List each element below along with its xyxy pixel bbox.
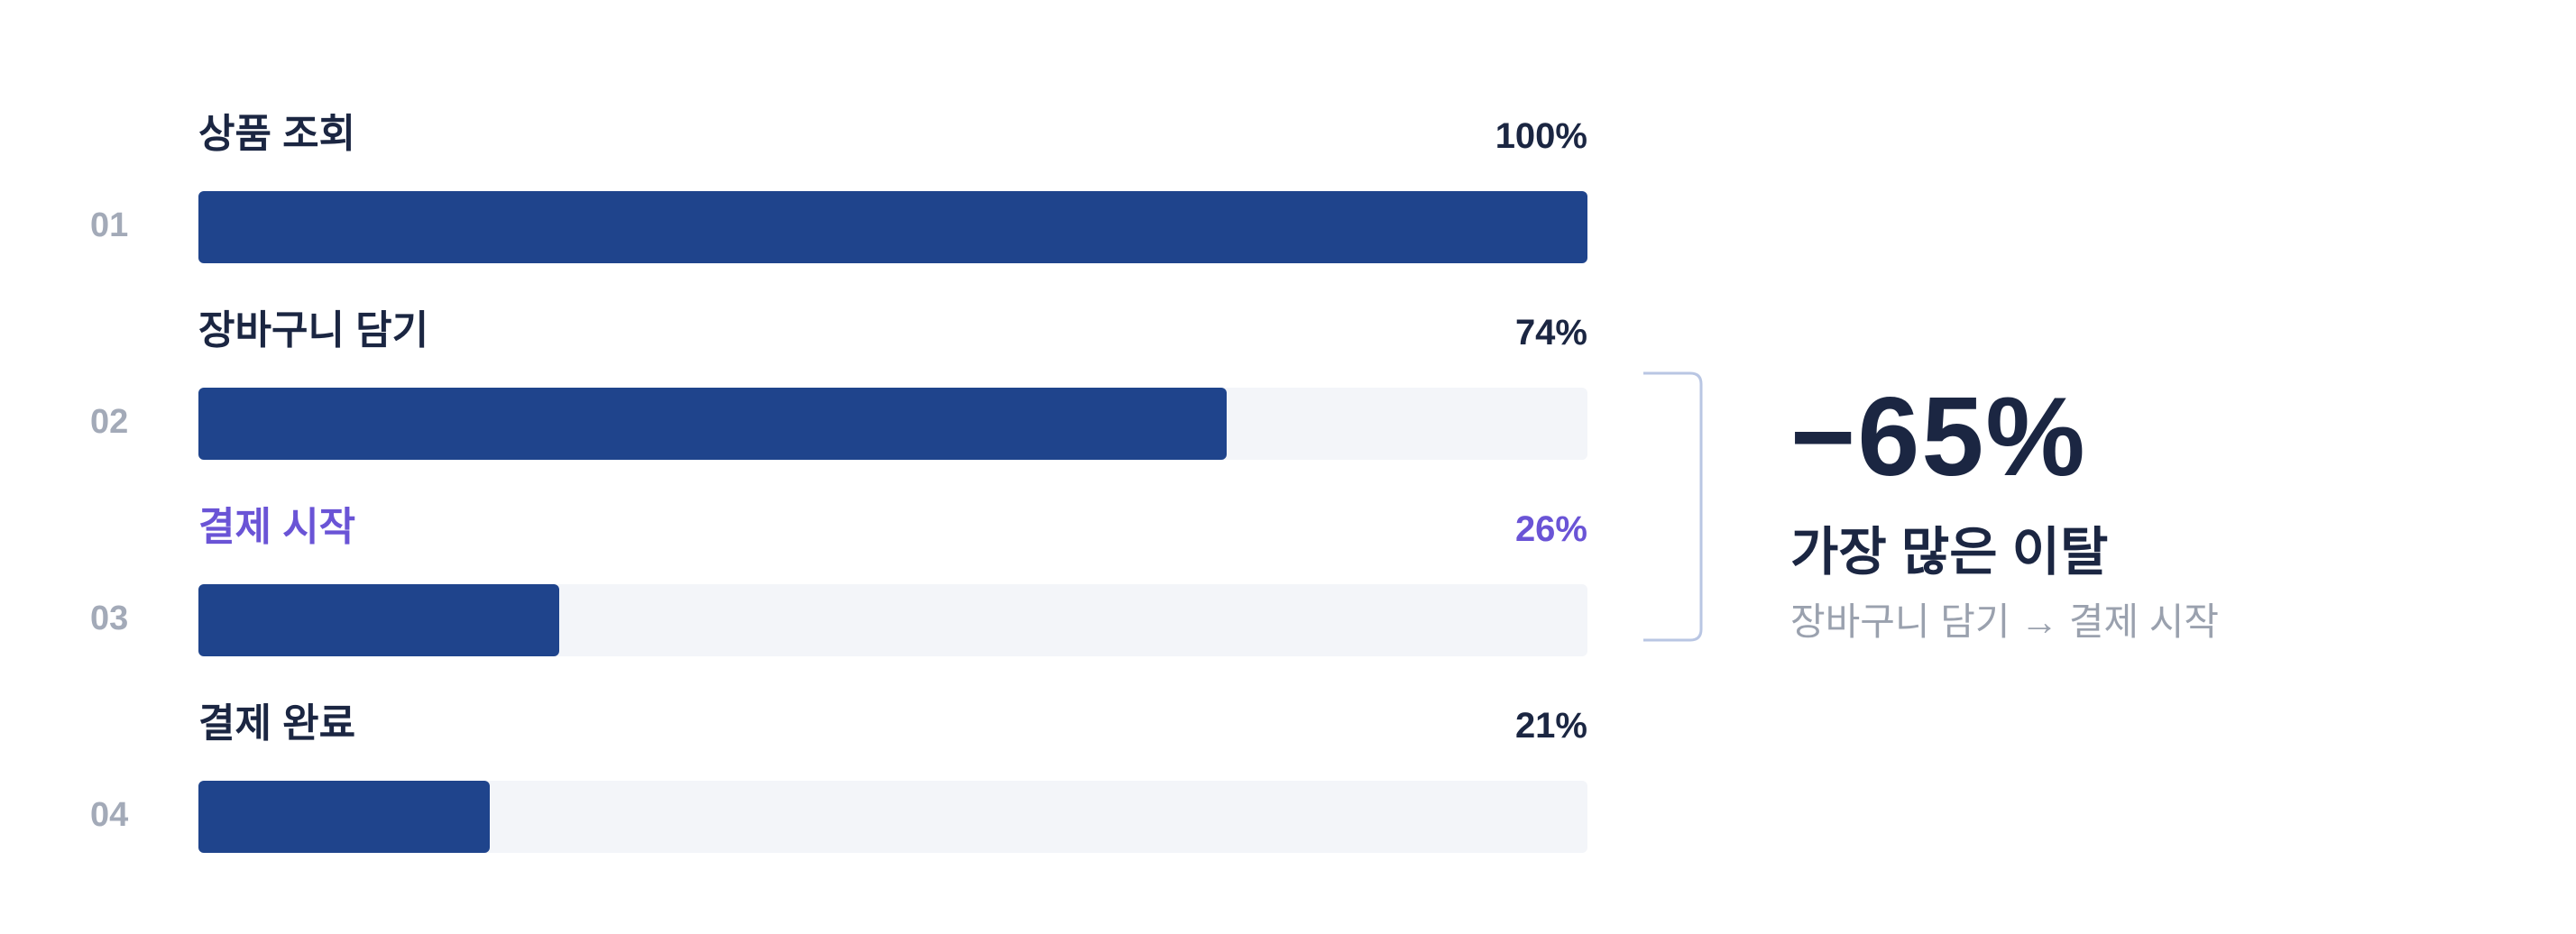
step-label: 장바구니 담기 xyxy=(198,308,429,353)
bracket-line xyxy=(1643,371,1703,642)
step-number: 03 xyxy=(90,600,129,637)
step-label: 상품 조회 xyxy=(198,112,356,156)
dropoff-value: −65% xyxy=(1790,375,2087,499)
dropoff-subtitle: 장바구니 담기 → 결제 시작 xyxy=(1790,600,2220,643)
bar-track xyxy=(198,781,1587,853)
step-percent-label: 74% xyxy=(1514,313,1587,353)
step-percent-label: 100% xyxy=(1495,116,1587,156)
bar-track xyxy=(198,584,1587,656)
dropoff-title: 가장 많은 이탈 xyxy=(1790,523,2109,581)
step-percent-label: 26% xyxy=(1514,509,1587,549)
step-percent-label: 21% xyxy=(1514,706,1587,746)
step-label: 결제 시작 xyxy=(198,505,356,549)
funnel-step: 02 장바구니 담기 74% xyxy=(90,305,1587,467)
bar-track xyxy=(198,191,1587,263)
step-number: 04 xyxy=(90,796,129,834)
bar xyxy=(198,191,1587,263)
bar xyxy=(198,781,490,853)
dropoff-bracket xyxy=(1643,371,1703,642)
funnel-step: 01 상품 조회 100% xyxy=(90,108,1587,270)
step-number: 02 xyxy=(90,403,129,441)
bar xyxy=(198,388,1227,460)
dropoff-callout: −65% 가장 많은 이탈 장바구니 담기 → 결제 시작 xyxy=(1790,379,2512,646)
step-label: 결제 완료 xyxy=(198,701,356,746)
funnel-step: 04 결제 완료 21% xyxy=(90,698,1587,860)
bar xyxy=(198,584,559,656)
funnel-step: 03 결제 시작 26% xyxy=(90,501,1587,664)
step-number: 01 xyxy=(90,206,129,244)
bar-track xyxy=(198,388,1587,460)
